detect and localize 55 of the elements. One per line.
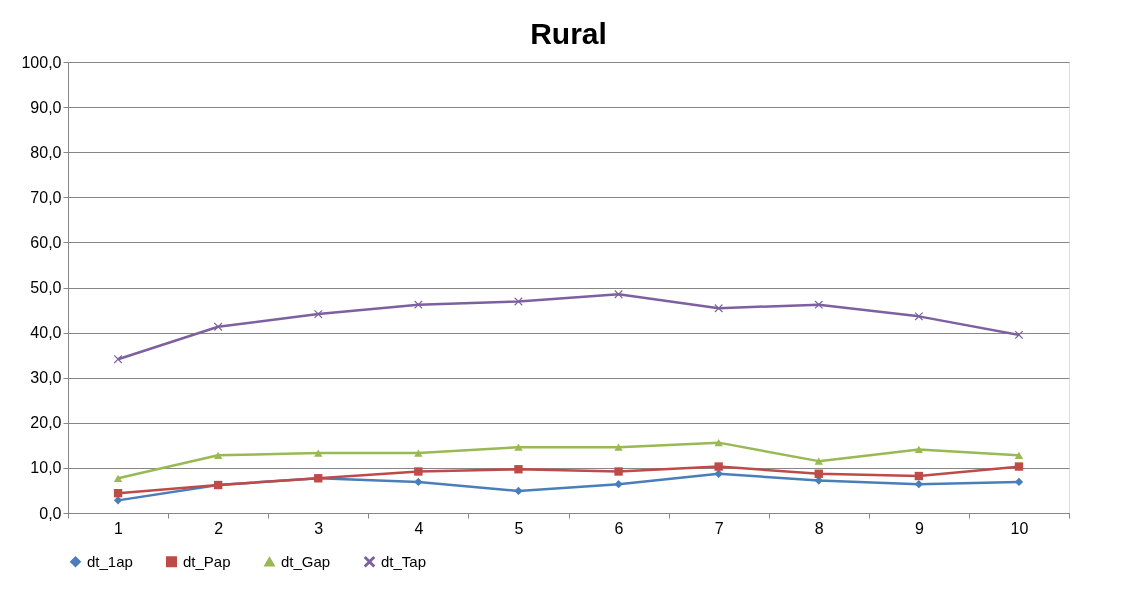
point: [1014, 330, 1024, 340]
point: [814, 457, 823, 465]
point: [914, 471, 924, 481]
x-tick-label: 1: [114, 519, 124, 537]
legend-label: dt_Pap: [183, 552, 231, 570]
point: [314, 449, 323, 457]
point: [614, 443, 623, 451]
y-tick-label: 80,0: [30, 143, 62, 161]
y-tick-label: 70,0: [30, 188, 62, 206]
point: [814, 469, 823, 478]
point: [914, 445, 924, 454]
point: [414, 477, 423, 487]
point: [614, 467, 623, 476]
point: [1014, 451, 1024, 459]
legend-label: dt_Gap: [281, 552, 331, 570]
point: [514, 443, 523, 451]
x-tick-label: 7: [714, 519, 724, 537]
legend-label: dt_1ap: [87, 552, 133, 570]
x-tick-label: 3: [314, 519, 324, 537]
point: [414, 467, 423, 476]
legend-label: dt_Tap: [381, 552, 427, 570]
y-tick-label: 30,0: [30, 369, 62, 387]
point: [314, 309, 323, 319]
y-tick-label: 10,0: [30, 459, 62, 477]
point: [213, 322, 223, 331]
point: [614, 479, 623, 489]
y-tick-label: 60,0: [30, 233, 62, 251]
point: [414, 449, 423, 457]
x-tick-label: 10: [1010, 519, 1029, 537]
point: [514, 486, 523, 496]
point: [714, 462, 723, 471]
y-tick-label: 40,0: [30, 324, 62, 342]
y-tick-label: 100,0: [21, 53, 62, 71]
point: [113, 355, 123, 364]
chart-title: Rural: [530, 17, 607, 50]
point: [514, 465, 523, 474]
point: [113, 496, 123, 505]
point: [914, 312, 924, 321]
point: [1014, 462, 1024, 471]
y-tick-label: 20,0: [30, 414, 62, 432]
y-tick-label: 0,0: [39, 504, 62, 522]
x-tick-label: 2: [214, 519, 224, 537]
x-tick-label: 6: [614, 519, 624, 537]
y-tick-label: 50,0: [30, 279, 62, 296]
point: [714, 439, 723, 447]
point: [113, 488, 123, 498]
x-tick-label: 4: [414, 519, 424, 537]
point: [213, 451, 223, 459]
x-tick-label: 5: [514, 519, 524, 537]
y-tick-label: 90,0: [30, 98, 62, 116]
point: [614, 290, 623, 299]
point: [113, 474, 123, 482]
point: [714, 469, 723, 478]
x-tick-label: 9: [914, 519, 924, 537]
x-tick-label: 8: [814, 519, 824, 537]
